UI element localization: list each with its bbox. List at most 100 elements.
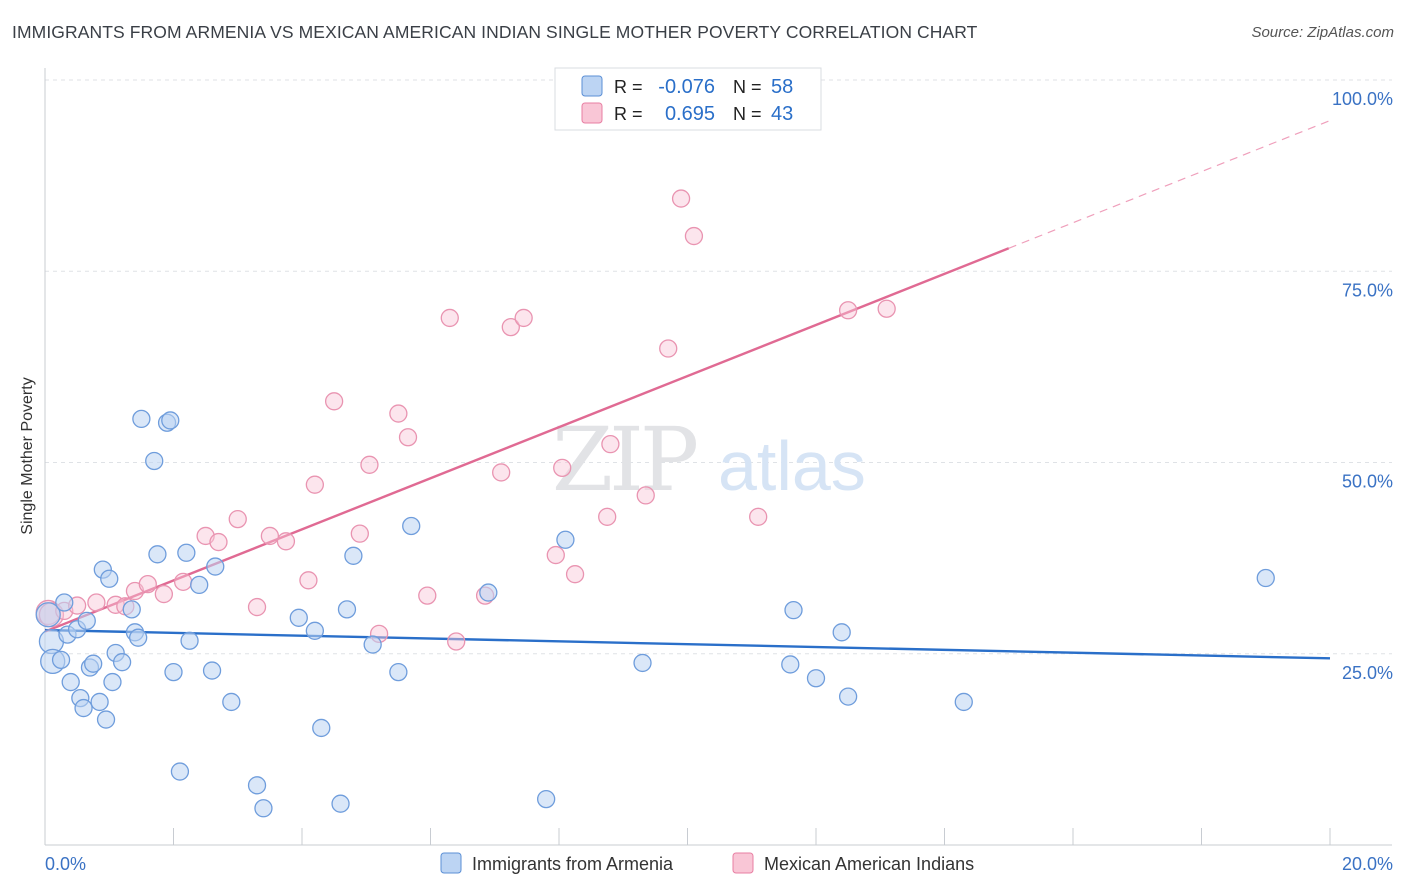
armenia-point [112, 653, 132, 672]
armenia-point [161, 411, 180, 430]
armenia-point [832, 623, 851, 642]
legend-n-label-2: N = [733, 104, 762, 124]
armenia-point [206, 557, 225, 576]
x-tick-labels: 0.0% 20.0% [45, 854, 1393, 874]
armenia-point [479, 583, 498, 602]
series-legend-label-mexican: Mexican American Indians [764, 854, 974, 874]
series-legend-swatch-armenia [440, 852, 462, 874]
armenia-point [337, 600, 357, 619]
legend-swatch-armenia [581, 75, 603, 97]
trend-line-armenia [44, 628, 1331, 660]
armenia-point [55, 593, 74, 612]
armenia-point [77, 611, 96, 631]
mexican-point [228, 509, 247, 529]
mexican-point [514, 308, 533, 328]
mexican-point [389, 404, 408, 423]
armenia-point [74, 698, 93, 718]
x-tick-label-min: 0.0% [45, 854, 86, 874]
armenia-point [247, 776, 267, 795]
series-legend-label-armenia: Immigrants from Armenia [472, 854, 674, 874]
mexican-point [553, 458, 572, 478]
armenia-point [170, 762, 190, 781]
legend-swatch-mexican [581, 102, 603, 124]
stats-legend: R = -0.076 N = 58 R = 0.695 N = 43 [554, 67, 822, 131]
mexican-point [565, 565, 585, 584]
mexican-point [360, 455, 379, 474]
armenia-point [132, 409, 151, 429]
mexican-point [209, 532, 228, 552]
mexican-point [546, 545, 565, 565]
legend-n-value-2: 43 [771, 103, 793, 125]
mexican-point [418, 586, 437, 605]
armenia-point [164, 662, 183, 682]
mexican-point [260, 526, 280, 546]
mexican-point [601, 434, 620, 454]
armenia-point [90, 692, 109, 712]
trend-lines [44, 119, 1331, 660]
mexican-point [598, 507, 617, 526]
grid-lines [45, 79, 1392, 655]
y-tick-label: 50.0% [1342, 472, 1393, 492]
watermark-atlas: atlas [718, 427, 866, 505]
armenia-point [389, 662, 408, 682]
mexican-point [173, 572, 193, 591]
armenia-point [838, 687, 858, 706]
armenia-point [177, 543, 196, 562]
armenia-point [537, 789, 556, 809]
mexican-point [324, 392, 344, 411]
armenia-point [344, 546, 363, 565]
mexican-point [636, 486, 655, 505]
armenia-point [145, 451, 164, 471]
chart-title: IMMIGRANTS FROM ARMENIA VS MEXICAN AMERI… [12, 22, 978, 42]
armenia-point [61, 672, 80, 692]
armenia-point [103, 672, 122, 692]
mexican-point [440, 308, 459, 328]
y-tick-label: 25.0% [1342, 663, 1393, 683]
legend-n-value-1: 58 [771, 76, 793, 98]
mexican-point [684, 226, 704, 246]
mexican-point [247, 597, 267, 617]
armenia-point [806, 669, 826, 688]
data-points [35, 70, 1275, 818]
armenia-point [202, 661, 222, 680]
mexican-point [154, 584, 174, 604]
armenia-point [289, 608, 308, 627]
armenia-point [781, 655, 800, 674]
mexican-point [659, 339, 678, 358]
legend-r-value-2: 0.695 [665, 103, 715, 125]
legend-r-label-1: R = [614, 77, 643, 97]
mexican-point [305, 475, 325, 494]
armenia-point [556, 530, 575, 549]
mexican-point [87, 593, 106, 612]
armenia-point [312, 718, 331, 738]
mexican-point [501, 317, 520, 337]
axes [44, 68, 1392, 846]
mexican-point [276, 532, 296, 551]
armenia-point [100, 569, 119, 588]
mexican-point [877, 299, 896, 318]
armenia-point [122, 600, 141, 619]
armenia-point [633, 653, 652, 673]
x-tick-label-max: 20.0% [1342, 854, 1393, 874]
armenia-point [148, 545, 167, 564]
mexican-point [838, 301, 858, 320]
armenia-point [784, 600, 803, 620]
mexican-point [299, 571, 318, 590]
mexican-point [671, 189, 691, 208]
watermark-zip: ZIP [552, 408, 697, 511]
mexican-point [749, 507, 768, 526]
armenia-point [190, 575, 209, 595]
armenia-point [180, 631, 199, 650]
mexican-point [447, 632, 466, 651]
watermark: ZIP atlas [552, 408, 866, 511]
mexican-point [138, 574, 157, 594]
mexican-point [492, 463, 511, 482]
mexican-point [350, 524, 369, 543]
armenia-point [51, 650, 71, 670]
legend-r-label-2: R = [614, 104, 643, 124]
legend-r-value-1: -0.076 [658, 76, 715, 98]
trend-line-mexican-extension [1008, 119, 1331, 249]
armenia-point [363, 635, 382, 654]
series-legend-swatch-mexican [732, 852, 754, 874]
